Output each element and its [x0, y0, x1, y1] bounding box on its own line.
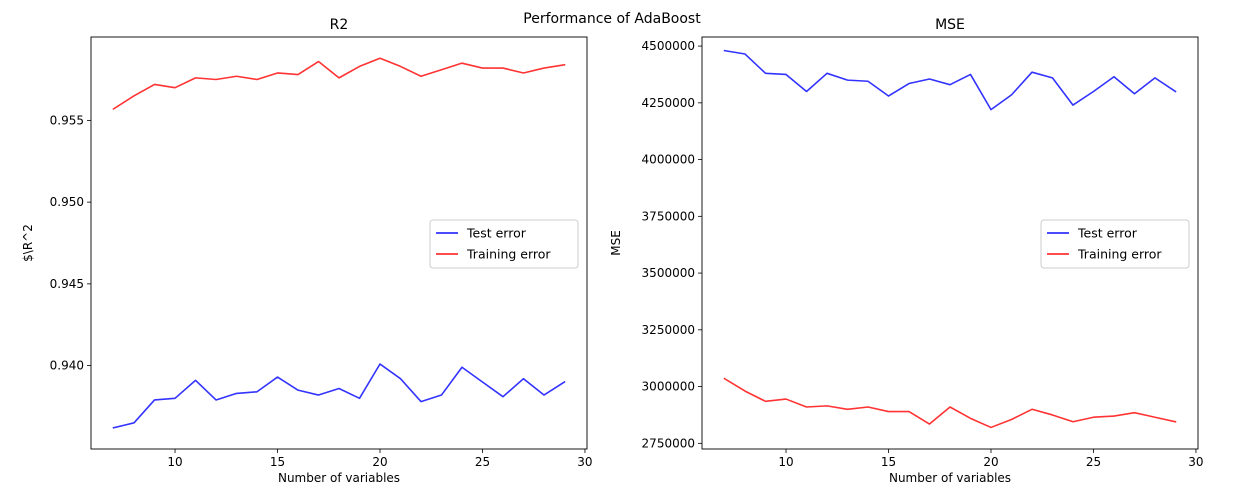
x-tick-label: 10: [167, 455, 182, 469]
x-tick-label: 20: [983, 455, 998, 469]
y-tick-label: 4250000: [642, 96, 695, 110]
legend-entry: Training error: [1077, 247, 1162, 262]
chart-panel-2: MSE 10 15 20 25 30 2750000 3000000 3250000 350000…: [609, 17, 1204, 485]
legend-box: [1040, 219, 1190, 269]
x-axis-label: Number of variables: [889, 471, 1011, 485]
y-tick-label: 0.950: [50, 195, 84, 209]
x-tick-label: 20: [372, 455, 387, 469]
series-line-test-error: [723, 49, 1177, 111]
x-tick-label: 15: [881, 455, 896, 469]
y-tick-label: 0.945: [50, 277, 84, 291]
legend-entry: Test error: [466, 226, 527, 241]
series-line-test-error: [112, 363, 566, 429]
y-tick-label: 4000000: [642, 153, 695, 167]
legend-box: [429, 219, 579, 269]
figure-title: Performance of AdaBoost: [523, 11, 701, 27]
y-tick-label: 2750000: [642, 436, 695, 450]
plot-frame: [90, 36, 588, 450]
series-line-training-error: [112, 57, 566, 111]
y-tick-label: 0.940: [50, 359, 84, 373]
legend-entry: Training error: [466, 247, 551, 262]
chart-title: MSE: [935, 17, 965, 33]
legend: Test error Training error: [429, 219, 579, 269]
x-axis-label: Number of variables: [278, 471, 400, 485]
x-tick-label: 30: [577, 455, 592, 469]
y-tick-label: 3500000: [642, 266, 695, 280]
x-tick-label: 25: [1086, 455, 1101, 469]
legend-entry: Test error: [1077, 226, 1138, 241]
legend: Test error Training error: [1040, 219, 1190, 269]
x-tick-label: 25: [475, 455, 490, 469]
y-tick-label: 4500000: [642, 39, 695, 53]
x-tick-label: 30: [1188, 455, 1203, 469]
series-line-training-error: [723, 377, 1177, 429]
chart-panel-1: R2 10 15 20 25 30 0.940 0.945 0.950 0.955 Number o…: [21, 17, 593, 485]
y-tick-label: 0.955: [50, 113, 84, 127]
chart-title: R2: [330, 17, 349, 33]
y-axis-label: $\R^2: [21, 224, 35, 262]
y-tick-label: 3000000: [642, 380, 695, 394]
y-tick-label: 3750000: [642, 209, 695, 223]
y-tick-label: 3250000: [642, 323, 695, 337]
plot-frame: [701, 36, 1199, 450]
x-tick-label: 15: [270, 455, 285, 469]
x-tick-label: 10: [778, 455, 793, 469]
y-axis-label: MSE: [609, 230, 623, 256]
